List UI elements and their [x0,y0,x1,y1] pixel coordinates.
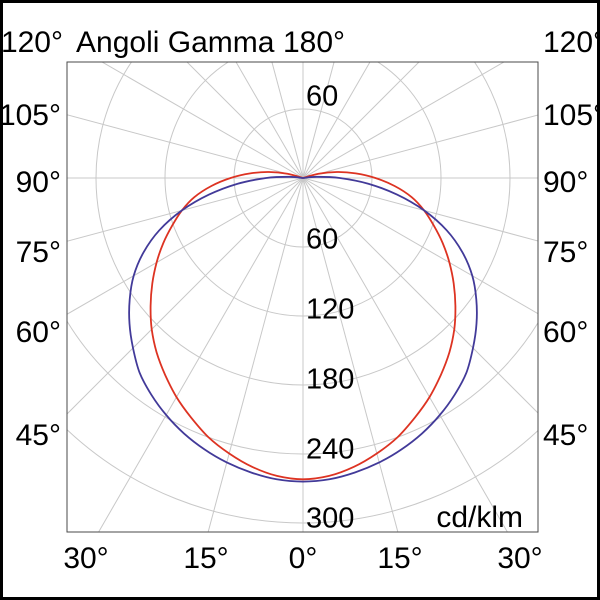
gamma-label-left-75: 75° [15,236,61,269]
gamma-label-right-90: 90° [543,166,589,199]
gamma-label-right-60: 60° [543,316,589,349]
grid-spoke [302,62,420,179]
photometric-curves [128,171,478,483]
grid-ring [67,319,538,455]
gamma-label-right-75: 75° [543,236,589,269]
grid-spoke [67,114,304,179]
grid-ring [233,108,373,248]
radial-tick-120: 120 [306,293,355,326]
gamma-label-bottom-15L: 15° [183,542,229,575]
grid-spoke [302,114,538,179]
grid-spoke [271,62,304,179]
gamma-label-left-60: 60° [15,316,61,349]
gamma-label-top-180: 180° [282,26,346,59]
radial-tick-180: 180 [306,363,355,396]
red-curve [149,171,457,481]
gamma-label-left-105: 105° [0,99,61,132]
gamma-label-bottom-0: 0° [288,542,318,575]
grid-ring [95,62,511,386]
radial-tick-240: 240 [306,433,355,466]
grid-spoke [302,177,399,532]
gamma-label-bottom-30R: 30° [497,542,543,575]
page-title: Angoli Gamma [76,26,275,59]
blue-curve [128,175,478,483]
grid-spoke [98,177,304,532]
gamma-label-top-left-120: 120° [0,26,63,59]
gamma-label-left-45: 45° [15,419,61,452]
plot-border [66,61,539,533]
unit-label: cd/klm [436,501,523,534]
grid-spoke [235,62,304,179]
grid-spoke [101,62,304,179]
grid-spoke [302,177,538,242]
grid-spoke [302,62,335,179]
gamma-label-left-90: 90° [15,166,61,199]
grid-spoke [67,177,304,315]
gamma-label-right-45: 45° [543,419,589,452]
gamma-label-right-105: 105° [543,99,600,132]
grid-spoke [67,177,304,242]
grid-spoke [302,177,508,532]
gamma-label-top-right-120: 120° [543,26,600,59]
gamma-label-bottom-30L: 30° [63,542,109,575]
grid-spoke [302,177,538,315]
grid-spoke [186,62,304,179]
grid-spoke [207,177,304,532]
gamma-label-bottom-15R: 15° [377,542,423,575]
grid-spoke [302,62,505,179]
radial-tick-300: 300 [306,502,355,535]
grid-spoke [302,62,371,179]
radial-tick-60-top: 60 [306,80,339,113]
grid-ring [67,428,538,524]
polar-chart [66,61,539,533]
radial-tick-60: 60 [306,223,339,256]
grid-ring [164,62,442,317]
